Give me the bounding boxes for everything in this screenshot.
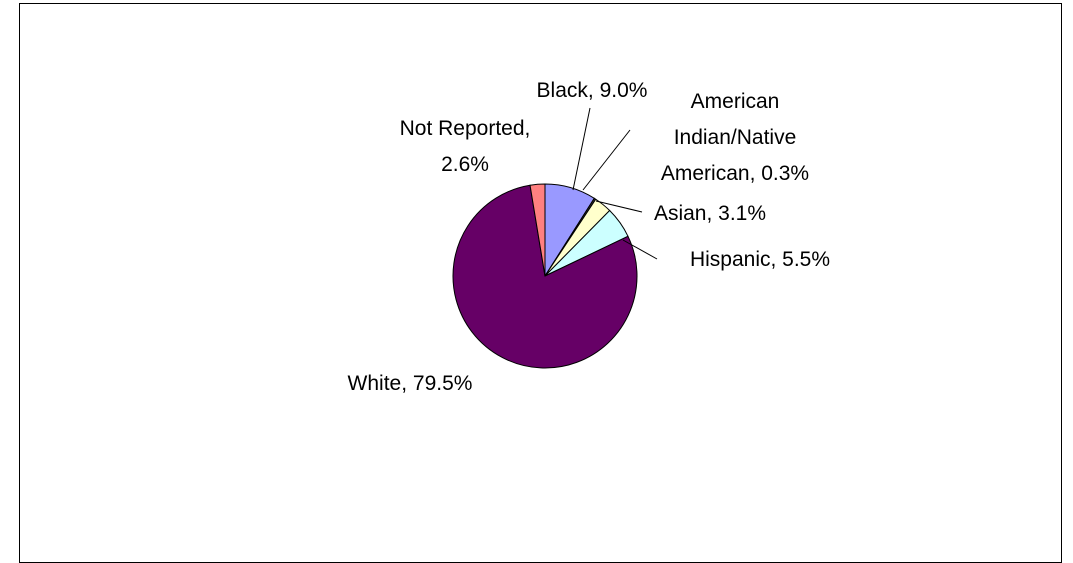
pie-slice-white xyxy=(452,184,638,369)
pie-slice-not-reported xyxy=(529,183,546,277)
data-label-not-reported: Not Reported, 2.6% xyxy=(400,117,531,176)
leader-line-american-indian-native-american xyxy=(582,129,631,191)
data-label-black: Black, 9.0% xyxy=(537,79,648,102)
data-label-hispanic: Hispanic, 5.5% xyxy=(690,248,830,271)
data-label-white: White, 79.5% xyxy=(348,372,473,395)
leader-line-black xyxy=(572,107,591,191)
data-label-asian: Asian, 3.1% xyxy=(654,202,766,225)
data-label-american-indian-native-american: American Indian/Native American, 0.3% xyxy=(661,90,809,185)
pie-chart: Black, 9.0% American Indian/Native American… xyxy=(348,79,830,395)
leader-line-asian xyxy=(595,200,643,213)
leader-line-hispanic xyxy=(622,239,658,260)
